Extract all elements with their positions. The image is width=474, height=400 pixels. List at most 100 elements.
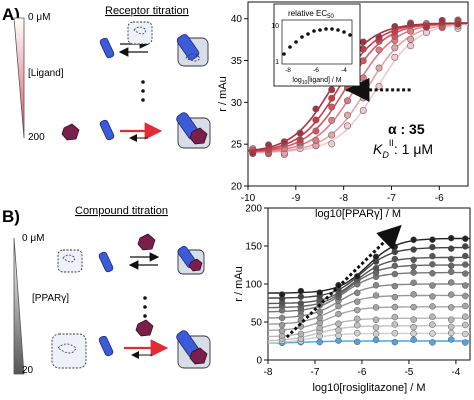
kd-value: : 1 μM <box>394 141 433 157</box>
plot-a-data-point <box>328 103 336 111</box>
plot-b-data-point <box>410 303 417 311</box>
plot-b-data-point <box>462 243 469 250</box>
plot-b-data-point <box>278 291 286 298</box>
plot-b-data-point <box>372 253 380 261</box>
plot-a-data-point <box>375 46 383 54</box>
plot-b-data-point <box>354 289 361 297</box>
inset-data-point <box>288 45 292 49</box>
plot-b-data-point <box>447 262 455 269</box>
plot-a-data-point <box>359 57 367 65</box>
ligand-hexagon-b2-icon <box>135 319 154 337</box>
plot-b-data-point <box>335 326 342 334</box>
plot-b-data-point <box>316 314 323 322</box>
plot-a-data-point <box>343 122 351 130</box>
plot-b-data-point <box>354 315 361 323</box>
plot-b-xtick-label: -5 <box>404 367 413 378</box>
inset-axes <box>281 19 353 65</box>
plot-b-data-point <box>316 338 323 346</box>
plot-b-data-point <box>410 316 417 323</box>
plot-b-data-point <box>297 293 305 300</box>
gradient-a-bottom-label: 200 <box>28 132 45 143</box>
plot-b-shift-arrow <box>285 224 402 339</box>
plot-b-data-point <box>335 302 342 310</box>
plot-b-data-point <box>447 255 455 263</box>
plot-b-data-point <box>372 316 380 324</box>
plot-b-data-point <box>391 321 399 328</box>
plot-b-data-point <box>447 336 455 343</box>
plot-a-data-point <box>343 97 351 105</box>
plot-b-data-point <box>447 245 455 252</box>
plot-b-data-point <box>447 234 455 242</box>
inset-ytick-label: 10 <box>271 23 279 30</box>
plot-a-data-point <box>328 140 336 148</box>
plot-b-data-point <box>316 289 323 296</box>
plot-a-data-point <box>312 105 320 113</box>
inset-xtick-label: -8 <box>285 67 291 74</box>
shifted-equilibrium-arrows-icon <box>120 122 163 142</box>
gradient-b-bottom-label: 20 <box>22 365 34 376</box>
plot-b-data-point <box>335 332 342 339</box>
plot-a-data-point <box>407 42 415 50</box>
plot-b-data-point <box>354 329 361 337</box>
inset-xlabel: log10[ligand] / M <box>292 77 341 86</box>
plot-b-ytick-label: 200 <box>245 204 262 215</box>
plot-b-data-point <box>462 302 469 310</box>
compound-titration-plot: -8 -7 -6 -5 -4 0 50 100 150 200 log10[rosiglitazon… <box>233 204 471 394</box>
plot-b-xtick-label: -6 <box>358 367 367 378</box>
inset-data-point <box>294 40 298 44</box>
plot-b-data-point <box>278 321 286 329</box>
plot-a-ytick-label: 30 <box>231 98 243 109</box>
plot-b-data-point <box>462 282 469 289</box>
plot-b-data-point <box>278 327 286 335</box>
plot-a-data-point <box>375 33 383 41</box>
gradient-b-top-label: 0 μM <box>22 233 44 244</box>
plot-a-data-point <box>375 82 383 90</box>
plot-b-data-point <box>429 236 436 243</box>
plot-a-data-point <box>391 53 399 61</box>
plot-b-data-point <box>429 270 436 277</box>
ellipsis-vertical-b-icon <box>143 296 147 318</box>
plot-b-data-point <box>297 300 305 307</box>
plot-b-data-point <box>354 273 361 280</box>
inset-data-point <box>348 33 352 37</box>
inset-data-point <box>300 35 304 39</box>
plot-a-data-point <box>438 16 446 24</box>
plot-b-data-point <box>335 320 342 327</box>
alpha-value: α : 35 <box>388 121 425 137</box>
plot-b-data-point <box>410 236 417 244</box>
plot-a-data-point <box>328 131 336 139</box>
plot-b-data-point <box>462 339 469 346</box>
plot-a-data-point <box>296 129 304 137</box>
receptor-blue-rod-icon <box>99 37 115 59</box>
plot-b-data-point <box>462 321 469 329</box>
plot-b-data-point <box>372 265 380 272</box>
small-complex-icon <box>177 245 205 275</box>
plot-b-ytick-label: 150 <box>245 242 262 253</box>
plot-b-data-point <box>429 321 436 328</box>
plot-a-data-point <box>328 94 336 102</box>
plot-b-data-point <box>372 324 380 331</box>
plot-b-data-point <box>372 330 380 338</box>
ligand-hexagon-b-icon <box>137 233 156 251</box>
gradient-b-axis-label: [PPARγ] <box>32 293 69 304</box>
plot-a-xtick-label: -8 <box>339 193 348 204</box>
plot-b-data-point <box>372 336 380 344</box>
plot-b-data-point <box>410 323 417 331</box>
plot-b-data-point <box>372 292 380 299</box>
plot-b-data-point <box>462 313 469 320</box>
plot-b-data-point <box>354 306 361 314</box>
plot-a-data-point <box>422 23 430 31</box>
inset-title: relative EC50 <box>288 9 334 20</box>
plot-b-data-point <box>391 262 399 270</box>
ppar-gradient-triangle <box>13 237 25 375</box>
kd-superscript: II <box>389 138 394 148</box>
plot-b-data-point <box>391 270 399 278</box>
apo-receptor-dashed-icon <box>57 249 83 273</box>
plot-b-data-point <box>391 303 399 311</box>
plot-a-data-point <box>359 94 367 102</box>
plot-b-data-point <box>410 330 417 337</box>
plot-b-data-point <box>297 287 305 295</box>
plot-a-xtick-label: -9 <box>291 193 300 204</box>
plot-b-ytick-label: 50 <box>251 318 263 329</box>
plot-a-frame <box>247 1 469 187</box>
